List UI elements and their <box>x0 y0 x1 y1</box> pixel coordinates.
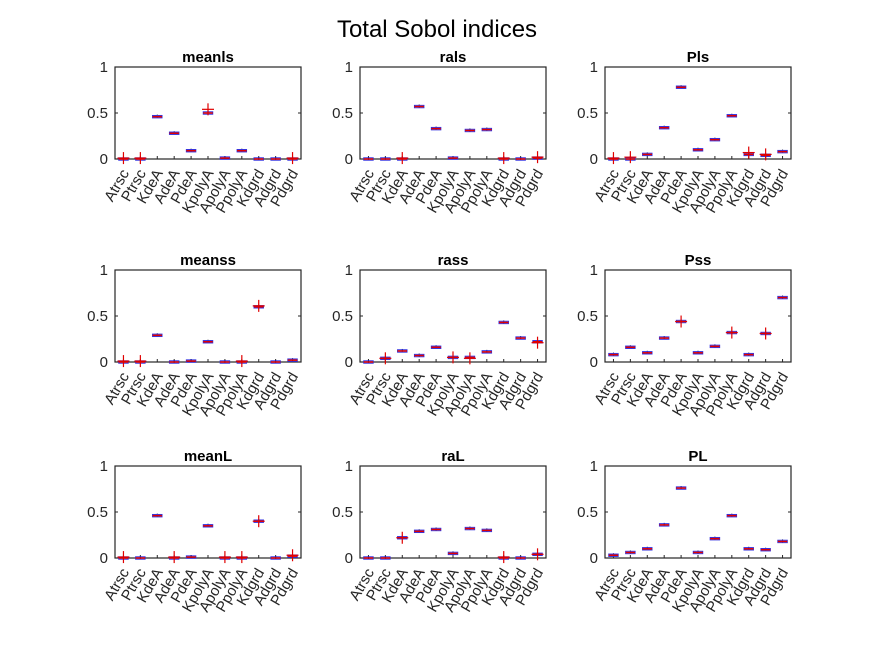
outlier-marker <box>286 549 299 562</box>
outlier-marker <box>134 152 147 165</box>
y-tick-label: 0.5 <box>577 308 598 325</box>
subplot-Pss: Pss00.51AtrscPtrscKdeAAdeAPdeAKpolyAApol… <box>577 252 792 419</box>
subplot-Pls: Pls00.51AtrscPtrscKdeAAdeAPdeAKpolyAApol… <box>577 49 792 216</box>
outlier-marker <box>447 351 459 364</box>
outlier-marker <box>396 531 409 544</box>
subplot-PL: PL00.51AtrscPtrscKdeAAdeAPdeAKpolyAApoly… <box>577 448 792 615</box>
outlier-marker <box>742 146 755 159</box>
subplot-meanss: meanss00.51AtrscPtrscKdeAAdeAPdeAKpolyAA… <box>87 252 302 419</box>
y-tick-label: 1 <box>100 59 108 76</box>
outlier-marker <box>759 327 772 340</box>
y-tick-label: 0.5 <box>577 504 598 521</box>
outlier-marker <box>235 551 248 564</box>
outlier-marker <box>759 148 772 161</box>
outlier-marker <box>117 152 130 165</box>
y-tick-label: 1 <box>590 262 598 279</box>
outlier-marker <box>624 151 637 164</box>
outlier-marker <box>531 548 544 561</box>
y-tick-label: 1 <box>100 262 108 279</box>
y-tick-label: 1 <box>345 59 353 76</box>
outlier-marker <box>218 551 231 564</box>
axes-frame <box>359 465 547 559</box>
subplot-title: rals <box>440 49 467 66</box>
outlier-marker <box>117 355 130 368</box>
y-tick-label: 0.5 <box>332 105 353 122</box>
y-tick-label: 0 <box>345 151 353 168</box>
axes-frame <box>114 269 302 363</box>
outlier-marker <box>531 151 544 164</box>
y-tick-label: 0 <box>590 151 598 168</box>
subplot-rass: rass00.51AtrscPtrscKdeAAdeAPdeAKpolyAApo… <box>332 252 547 419</box>
y-tick-label: 1 <box>590 59 598 76</box>
subplot-grid: meanls00.51AtrscPtrscKdeAAdeAPdeAKpolyAA… <box>87 49 792 615</box>
subplot-title: meanls <box>182 49 234 66</box>
outlier-marker <box>252 299 265 312</box>
outlier-marker <box>252 515 265 528</box>
y-tick-label: 1 <box>590 458 598 475</box>
outlier-marker <box>117 551 130 564</box>
axes-frame <box>114 465 302 559</box>
y-tick-label: 0 <box>100 550 108 567</box>
subplot-title: Pls <box>687 49 710 66</box>
subplot-rals: rals00.51AtrscPtrscKdeAAdeAPdeAKpolyAApo… <box>332 49 547 216</box>
outlier-marker <box>497 551 510 564</box>
outlier-marker <box>497 152 510 165</box>
outlier-marker <box>235 355 248 368</box>
outlier-marker <box>675 315 688 328</box>
axes-frame <box>359 269 547 363</box>
y-tick-label: 0.5 <box>332 504 353 521</box>
subplot-title: raL <box>441 448 464 465</box>
subplot-meanls: meanls00.51AtrscPtrscKdeAAdeAPdeAKpolyAA… <box>87 49 302 216</box>
subplot-title: Pss <box>685 252 712 269</box>
outlier-marker <box>168 551 181 564</box>
subplot-title: meanss <box>180 252 236 269</box>
outlier-marker <box>379 352 392 365</box>
y-tick-label: 0.5 <box>87 308 108 325</box>
y-tick-label: 1 <box>100 458 108 475</box>
outlier-marker <box>202 103 214 116</box>
y-tick-label: 0.5 <box>332 308 353 325</box>
subplot-meanL: meanL00.51AtrscPtrscKdeAAdeAPdeAKpolyAAp… <box>87 448 302 615</box>
y-tick-label: 0 <box>590 354 598 371</box>
y-tick-label: 1 <box>345 458 353 475</box>
y-tick-label: 0.5 <box>577 105 598 122</box>
axes-frame <box>604 66 792 160</box>
y-tick-label: 0.5 <box>87 105 108 122</box>
subplot-title: meanL <box>184 448 232 465</box>
outlier-marker <box>396 152 409 165</box>
outlier-marker <box>286 152 299 165</box>
outlier-marker <box>463 352 476 365</box>
y-tick-label: 0 <box>100 354 108 371</box>
y-tick-label: 1 <box>345 262 353 279</box>
subplot-title: PL <box>688 448 707 465</box>
figure-title: Total Sobol indices <box>337 16 537 43</box>
y-tick-label: 0.5 <box>87 504 108 521</box>
subplot-raL: raL00.51AtrscPtrscKdeAAdeAPdeAKpolyAApol… <box>332 448 547 615</box>
y-tick-label: 0 <box>100 151 108 168</box>
outlier-marker <box>531 336 544 349</box>
axes-frame <box>359 66 547 160</box>
y-tick-label: 0 <box>345 550 353 567</box>
axes-frame <box>604 465 792 559</box>
y-tick-label: 0 <box>345 354 353 371</box>
outlier-marker <box>725 326 738 339</box>
outlier-marker <box>607 152 620 165</box>
y-tick-label: 0 <box>590 550 598 567</box>
subplot-title: rass <box>438 252 469 269</box>
outlier-marker <box>134 355 147 368</box>
